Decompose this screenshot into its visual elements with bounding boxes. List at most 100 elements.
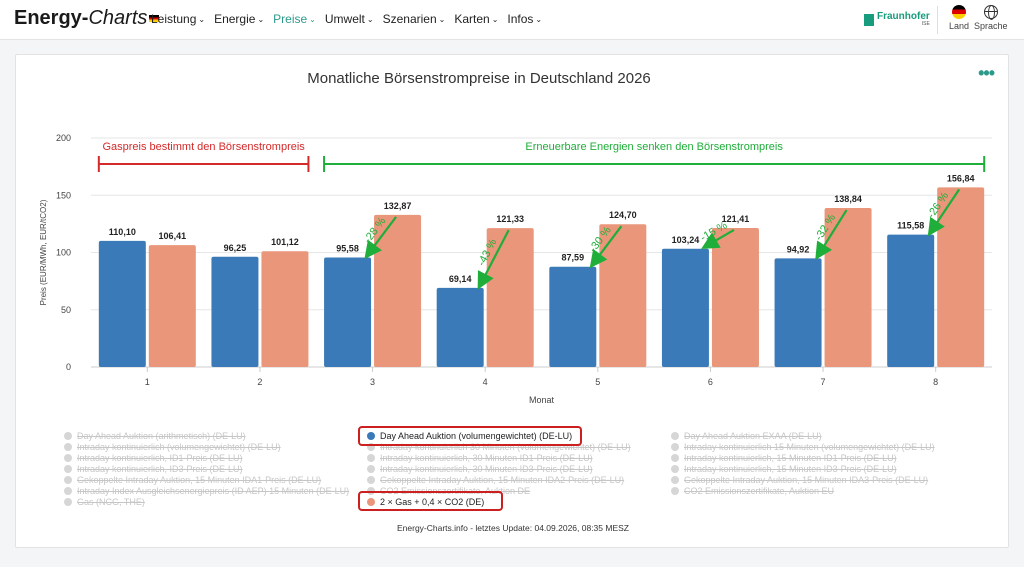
energy-charts-logo[interactable]: Energy-Charts <box>14 7 160 30</box>
legend-item[interactable]: Intraday kontinuierlich, 30 Minuten ID1-… <box>367 453 593 464</box>
legend-item[interactable]: Day Ahead Auktion (arithmetisch) (DE-LU) <box>64 431 246 442</box>
legend-label: 2 × Gas + 0,4 × CO2 (DE) <box>380 497 485 507</box>
legend-item[interactable]: Intraday kontinuierlich, ID3-Preis (DE-L… <box>64 464 243 475</box>
nav-item-leistung[interactable]: Leistung ⌄ <box>151 12 205 26</box>
nav-item-label: Szenarien <box>382 12 437 26</box>
nav-item-preise[interactable]: Preise ⌄ <box>273 12 316 26</box>
fraunhofer-sub-text: ISE <box>921 21 930 27</box>
legend-dot-icon <box>367 454 375 462</box>
y-axis-label: Preis (EUR/MWh, EUR/tCO2) <box>39 199 48 305</box>
language-selector[interactable]: Sprache <box>974 5 1008 31</box>
data-label: 103,24 <box>672 235 700 245</box>
logo-suffix-text: Charts <box>88 7 148 29</box>
legend-dot-icon <box>671 443 679 451</box>
legend-item[interactable]: Intraday kontinuierlich, 15 Minuten ID1-… <box>671 453 897 464</box>
legend-dot-icon <box>64 432 72 440</box>
chart-menu-icon[interactable]: ••• <box>978 63 995 83</box>
nav-item-umwelt[interactable]: Umwelt ⌄ <box>325 12 374 26</box>
reduction-arrow <box>815 209 848 261</box>
x-tick-label: 1 <box>145 377 150 387</box>
legend-item[interactable]: 2 × Gas + 0,4 × CO2 (DE) <box>367 497 484 508</box>
data-label: 69,14 <box>449 274 472 284</box>
x-axis-label: Monat <box>529 395 555 405</box>
legend-dot-icon <box>671 465 679 473</box>
legend-dot-icon <box>671 476 679 484</box>
legend-item[interactable]: Gekoppelte Intraday Auktion, 15 Minuten … <box>367 475 624 486</box>
fraunhofer-mark-icon <box>864 13 874 26</box>
bar-day-ahead <box>324 257 372 367</box>
y-tick-label: 150 <box>56 190 71 200</box>
bracket-right-text: Erneuerbare Energien senken den Börsenst… <box>525 141 783 153</box>
bar-day-ahead <box>661 248 709 367</box>
legend-item[interactable]: Day Ahead Auktion (volumengewichtet) (DE… <box>367 431 572 442</box>
legend-highlight-box <box>358 491 503 511</box>
x-tick-label: 7 <box>821 377 826 387</box>
chevron-down-icon: ⌄ <box>366 15 374 24</box>
logo-main-text: Energy- <box>14 7 89 29</box>
y-tick-label: 100 <box>56 248 71 258</box>
reduction-arrow <box>927 188 961 237</box>
legend-item[interactable]: Gas (NCG, THE) <box>64 497 145 508</box>
legend-dot-icon <box>671 487 679 495</box>
x-tick-label: 8 <box>933 377 938 387</box>
main-menu: Leistung ⌄ Energie ⌄ Preise ⌄ Umwelt ⌄ Szenarien… <box>151 12 551 26</box>
nav-item-energie[interactable]: Energie ⌄ <box>214 12 264 26</box>
nav-item-label: Karten <box>454 12 490 26</box>
nav-item-infos[interactable]: Infos ⌄ <box>507 12 542 26</box>
bar-day-ahead <box>887 234 935 367</box>
legend-dot-icon <box>367 443 375 451</box>
legend-item[interactable]: Intraday kontinuierlich, ID1-Preis (DE-L… <box>64 453 243 464</box>
fraunhofer-text: Fraunhofer <box>877 11 930 22</box>
data-label: 95,58 <box>336 244 359 254</box>
x-tick-label: 2 <box>257 377 262 387</box>
nav-item-label: Leistung <box>151 12 197 26</box>
legend-label: Intraday kontinuierlich 30 Minuten (volu… <box>380 442 631 452</box>
legend-dot-icon <box>64 476 72 484</box>
nav-item-karten[interactable]: Karten ⌄ <box>454 12 498 26</box>
language-label: Sprache <box>974 21 1008 31</box>
bar-day-ahead <box>211 256 259 367</box>
x-tick-label: 3 <box>370 377 375 387</box>
fraunhofer-logo[interactable]: Fraunhofer ISE <box>864 12 930 27</box>
chevron-down-icon: ⌄ <box>491 15 499 24</box>
data-label: 96,25 <box>224 243 247 253</box>
data-label: 124,70 <box>609 210 637 220</box>
legend-item[interactable]: Intraday kontinuierlich, 15 Minuten ID3-… <box>671 464 897 475</box>
reduction-arrow <box>477 229 510 290</box>
legend-label: Intraday kontinuierlich, 30 Minuten ID1-… <box>380 453 593 463</box>
nav-item-szenarien[interactable]: Szenarien ⌄ <box>383 12 446 26</box>
data-label: 132,87 <box>384 201 412 211</box>
legend-item[interactable]: Intraday kontinuierlich, 30 Minuten ID3-… <box>367 464 593 475</box>
chevron-down-icon: ⌄ <box>535 15 543 24</box>
data-label: 106,41 <box>159 231 187 241</box>
chevron-down-icon: ⌄ <box>198 15 206 24</box>
legend-item[interactable]: Gekoppelte Intraday Auktion, 15 Minuten … <box>64 475 321 486</box>
legend-item[interactable]: CO2 Emissionszertifikate, Auktion EU <box>671 486 834 497</box>
legend-label: Gekoppelte Intraday Auktion, 15 Minuten … <box>684 475 929 485</box>
x-tick-label: 4 <box>483 377 488 387</box>
legend-item[interactable]: Gekoppelte Intraday Auktion, 15 Minuten … <box>671 475 928 486</box>
legend-dot-icon <box>367 465 375 473</box>
y-tick-label: 50 <box>61 305 71 315</box>
x-tick-label: 5 <box>595 377 600 387</box>
legend-item[interactable]: Intraday Index Ausgleichsenergiepreis (I… <box>64 486 349 497</box>
legend-item[interactable]: Intraday kontinuierlich 15 Minuten (volu… <box>671 442 935 453</box>
top-navigation-bar: Energy-Charts Leistung ⌄ Energie ⌄ Preise ⌄ Um… <box>0 0 1024 40</box>
nav-item-label: Umwelt <box>324 12 365 26</box>
legend-item[interactable]: Intraday kontinuierlich 30 Minuten (volu… <box>367 442 631 453</box>
legend-label: CO2 Emissionszertifikate, Auktion EU <box>684 486 835 496</box>
data-label: 121,41 <box>722 214 750 224</box>
y-tick-label: 0 <box>66 362 71 372</box>
legend-label: Intraday kontinuierlich, 30 Minuten ID3-… <box>380 464 593 474</box>
legend-label: Day Ahead Auktion EXAA (DE-LU) <box>684 431 822 441</box>
legend-item[interactable]: Day Ahead Auktion EXAA (DE-LU) <box>671 431 822 442</box>
legend-dot-icon <box>367 498 375 506</box>
update-footer: Energy-Charts.info - letztes Update: 04.… <box>397 523 629 533</box>
legend-item[interactable]: Intraday kontinuierlich (volumengewichte… <box>64 442 281 453</box>
legend-dot-icon <box>367 476 375 484</box>
country-selector[interactable]: Land <box>949 5 969 31</box>
legend-label: Intraday kontinuierlich, ID1-Preis (DE-L… <box>77 453 243 463</box>
bracket-left-text: Gaspreis bestimmt den Börsenstrompreis <box>102 141 305 153</box>
bar-day-ahead <box>774 258 822 367</box>
legend-label: Intraday kontinuierlich (volumengewichte… <box>77 442 281 452</box>
